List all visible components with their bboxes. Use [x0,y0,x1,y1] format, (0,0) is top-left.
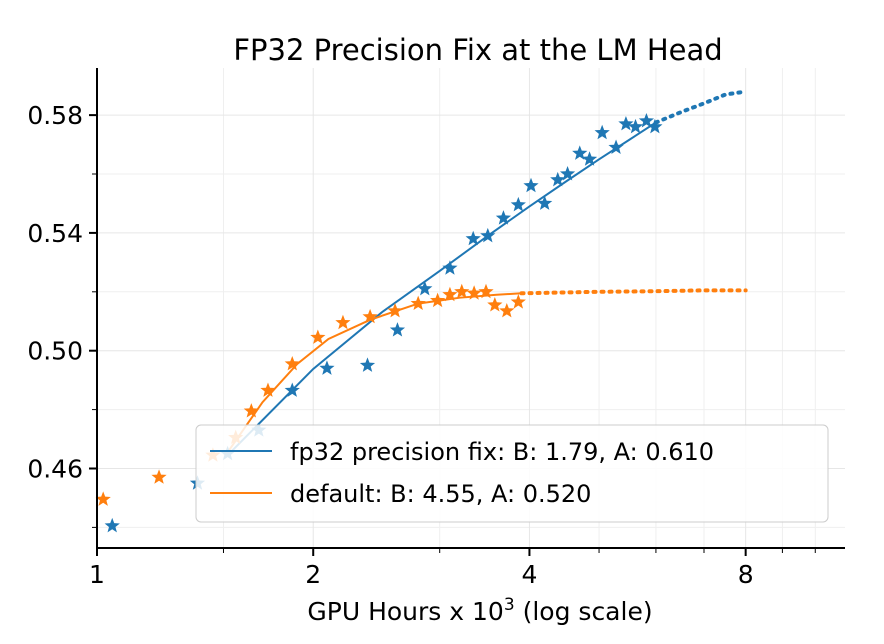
data-point-default [335,314,351,330]
data-point-fp32-precision-fix [319,360,335,375]
data-point-fp32-precision-fix [523,177,539,193]
data-point-default [260,382,276,397]
y-tick-label: 0.58 [27,101,83,130]
data-point-default [410,295,426,311]
data-point-default [310,329,326,344]
legend: fp32 precision fix: B: 1.79, A: 0.610 de… [195,424,829,523]
data-point-default [95,491,111,506]
legend-label-fp32: fp32 precision fix: B: 1.79, A: 0.610 [290,438,714,466]
data-point-fp32-precision-fix [495,210,512,225]
data-point-fp32-precision-fix [510,196,526,212]
data-point-fp32-precision-fix [581,151,598,166]
data-point-fp32-precision-fix [442,260,458,275]
data-point-fp32-precision-fix [608,139,624,154]
data-point-fp32-precision-fix [627,118,644,134]
data-point-default [510,294,526,309]
data-point-default [243,403,259,418]
data-point-default [487,297,503,312]
y-tick-label: 0.46 [27,454,83,483]
data-point-default [499,302,515,318]
data-point-default [430,292,446,308]
fit-line-fp32-precision-fix [226,121,657,456]
data-point-default [454,283,470,299]
x-axis-label: GPU Hours x 103 (log scale) [307,595,652,626]
fit-lines [226,89,748,456]
data-point-fp32-precision-fix [572,145,588,160]
legend-box [195,424,829,523]
data-point-fp32-precision-fix [359,357,376,372]
data-point-default [466,285,482,300]
fit-extrapolation-fp32-precision-fix [653,89,748,125]
x-tick-label: 2 [305,560,321,589]
y-tick-label: 0.54 [27,219,83,248]
data-point-fp32-precision-fix [389,322,406,337]
data-point-fp32-precision-fix [480,227,496,243]
data-point-fp32-precision-fix [284,382,300,397]
data-point-fp32-precision-fix [638,113,655,128]
data-point-fp32-precision-fix [618,115,634,131]
data-point-default [442,286,458,302]
data-point-default [478,283,494,299]
data-point-fp32-precision-fix [465,230,481,246]
data-point-default [151,469,167,484]
y-tick-label: 0.50 [27,337,83,366]
data-point-default [284,355,300,371]
data-point-fp32-precision-fix [537,195,553,210]
chart-title: FP32 Precision Fix at the LM Head [233,33,722,67]
legend-label-default: default: B: 4.55, A: 0.520 [290,480,591,508]
data-point-default [387,302,403,318]
fit-extrapolation-default [519,288,748,296]
data-point-fp32-precision-fix [550,171,566,187]
data-point-default [362,308,378,324]
x-tick-label: 8 [738,560,754,589]
ticks: 1 2 4 8 0.46 0.50 0.54 0.58 [27,101,816,589]
data-point-fp32-precision-fix [647,118,663,134]
data-point-fp32-precision-fix [559,166,576,181]
data-point-fp32-precision-fix [104,517,120,533]
x-tick-label: 1 [89,560,105,589]
x-tick-label: 4 [521,560,537,589]
data-point-fp32-precision-fix [417,280,433,296]
data-point-fp32-precision-fix [594,124,610,140]
